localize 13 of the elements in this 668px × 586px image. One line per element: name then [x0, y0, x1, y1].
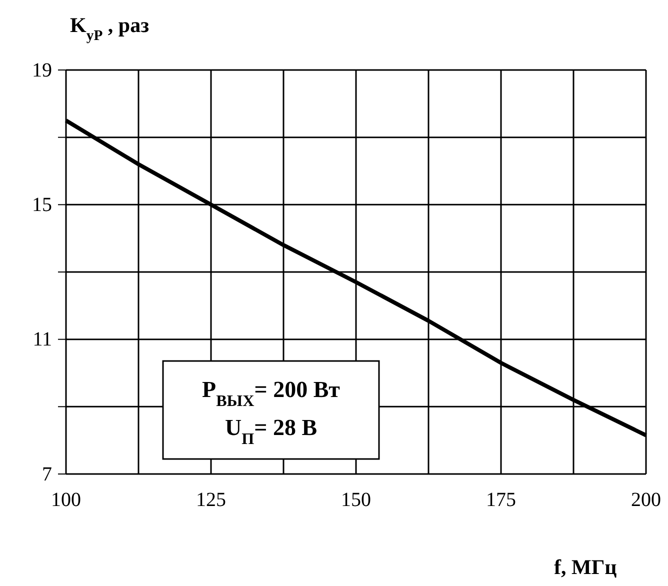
y-tick-label: 7 — [42, 463, 52, 486]
x-tick-label: 150 — [341, 489, 371, 512]
y-tick-label: 19 — [32, 59, 52, 82]
annotation: U$_{П}$= 28 В — [224, 415, 318, 448]
x-tick-label: 175 — [486, 489, 516, 512]
annotation: P$_{ВЫХ}$= 200 Вт — [202, 377, 341, 410]
y-axis-title: K$_{уР}$ , раз — [70, 13, 150, 44]
y-tick-label: 11 — [32, 328, 52, 351]
x-axis-title: f, МГц — [554, 555, 617, 579]
y-tick-label: 15 — [32, 194, 52, 216]
x-tick-label: 125 — [196, 489, 226, 512]
x-tick-label: 200 — [631, 489, 661, 512]
x-tick-label: 100 — [51, 489, 81, 512]
